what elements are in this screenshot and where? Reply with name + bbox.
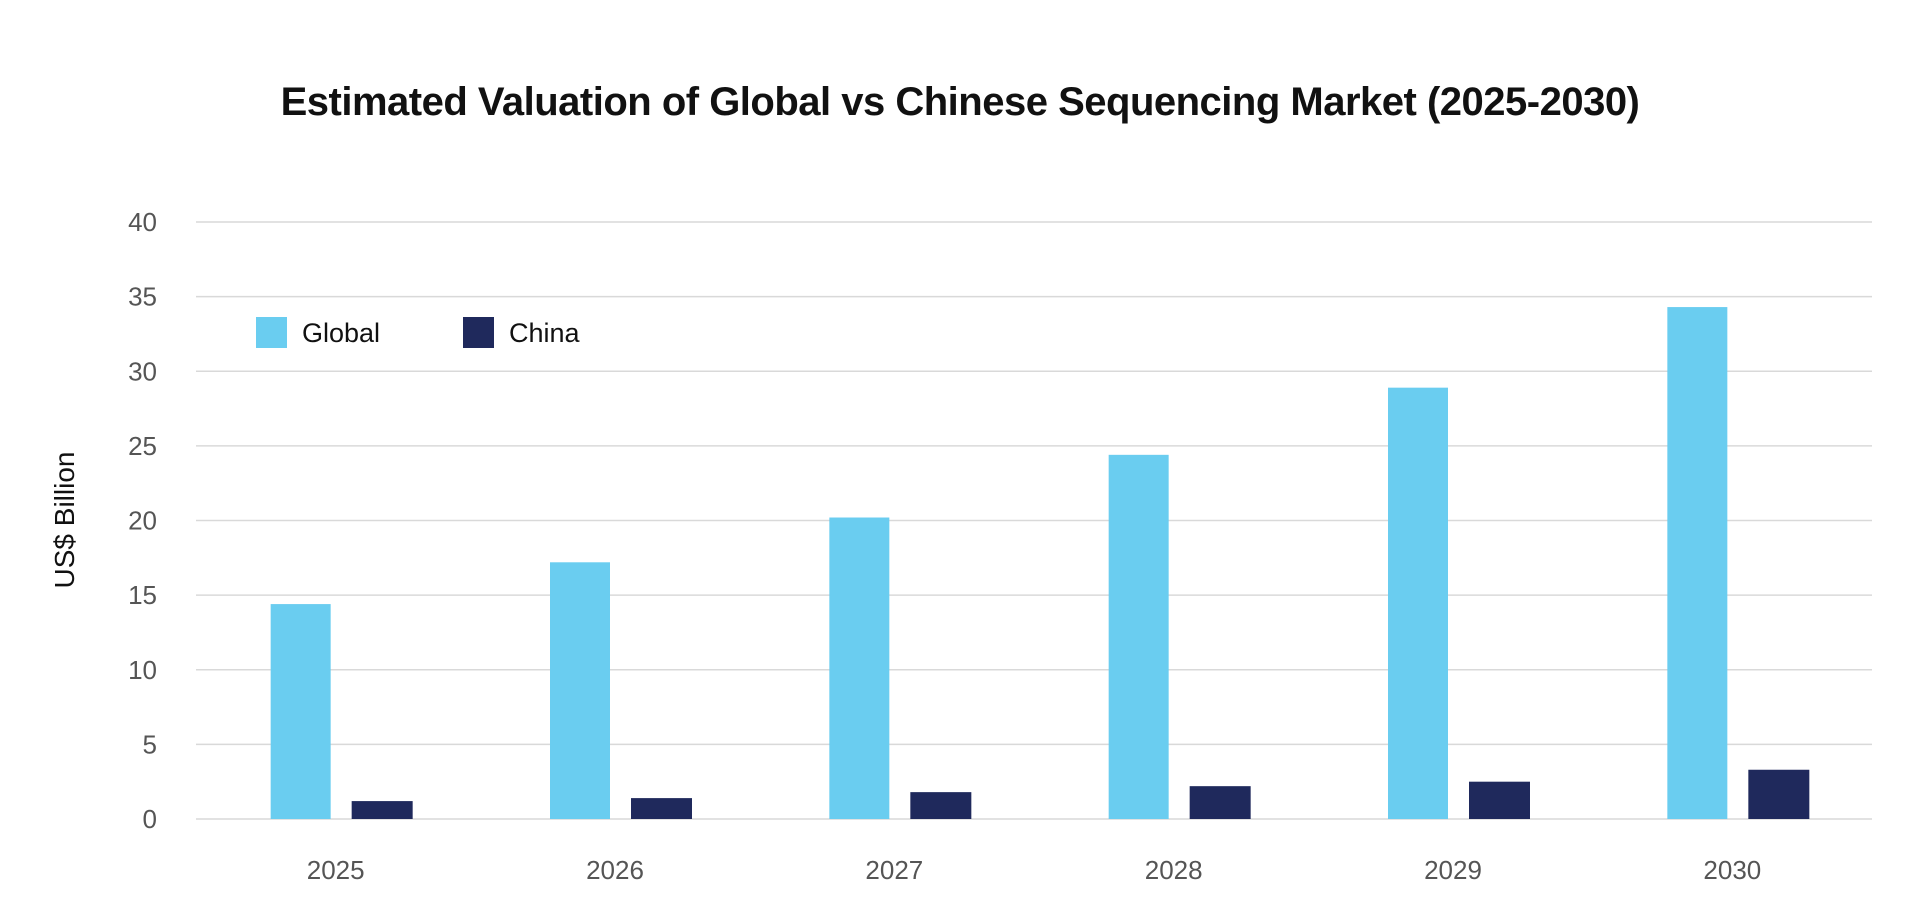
y-tick-label: 30 [128, 356, 157, 386]
bar-china-2030 [1748, 769, 1810, 819]
bar-global-2030 [1667, 307, 1728, 819]
y-tick-label: 10 [128, 655, 157, 685]
x-tick-label: 2029 [1424, 855, 1482, 885]
y-tick-label: 40 [128, 207, 157, 237]
x-tick-label: 2025 [307, 855, 365, 885]
y-tick-label: 20 [128, 506, 157, 536]
legend-label-global: Global [302, 318, 380, 348]
bar-china-2025 [351, 801, 413, 819]
bar-global-2028 [1108, 454, 1169, 819]
bar-global-2027 [829, 517, 890, 819]
x-tick-label: 2026 [586, 855, 644, 885]
y-tick-label: 5 [143, 729, 157, 759]
bar-global-2029 [1388, 387, 1448, 819]
bar-global-2025 [270, 604, 331, 819]
legend-label-china: China [509, 318, 581, 348]
bar-china-2028 [1189, 786, 1251, 819]
y-tick-label: 25 [128, 431, 157, 461]
chart-title: Estimated Valuation of Global vs Chinese… [280, 80, 1640, 124]
bar-china-2027 [910, 792, 972, 819]
x-tick-label: 2030 [1703, 855, 1761, 885]
y-axis-label: US$ Billion [49, 452, 80, 589]
bar-global-2026 [550, 562, 610, 819]
y-tick-label: 0 [143, 804, 157, 834]
x-tick-label: 2027 [865, 855, 923, 885]
bar-china-2029 [1469, 781, 1530, 819]
legend-swatch-global [256, 317, 287, 348]
y-tick-label: 15 [128, 580, 157, 610]
y-tick-label: 35 [128, 282, 157, 312]
legend-swatch-china [463, 317, 494, 348]
bar-china-2026 [631, 798, 692, 819]
x-tick-label: 2028 [1145, 855, 1203, 885]
